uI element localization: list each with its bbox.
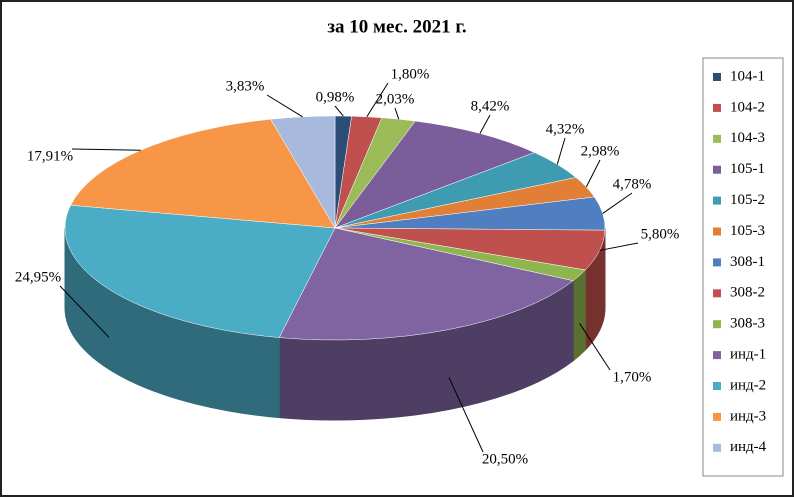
legend-label: инд-4 [730,439,767,455]
leader-line [334,105,344,117]
leader-line [448,377,484,453]
legend-swatch [713,443,721,452]
data-label: 2,03% [376,91,415,107]
legend-swatch [713,382,721,390]
leader-line [556,137,566,165]
legend-label: 105-2 [730,192,765,208]
pie-slice [270,115,336,229]
pie-slice [70,118,336,229]
legend-swatch [713,351,721,360]
data-label: 20,50% [482,451,528,467]
legend-label: 308-3 [730,316,765,332]
legend-label: инд-2 [730,377,766,393]
pie-slice [334,120,536,229]
pie-slice [278,227,574,341]
legend-swatch [713,289,721,298]
leader-line [579,323,611,371]
leader-line [599,242,639,251]
legend-swatch [713,320,721,329]
legend-swatch [713,258,721,267]
leader-line [394,107,400,120]
legend-label: 308-1 [730,254,765,270]
leader-line [59,285,110,338]
leader-line [585,159,601,188]
data-label: 17,91% [27,148,73,164]
legend-swatch [713,165,721,174]
data-label: 24,95% [15,269,61,285]
leader-line [366,82,389,118]
legend-label: инд-3 [730,408,766,424]
chart-title: за 10 мес. 2021 г. [327,16,466,37]
legend-swatch [713,196,721,205]
leader-line [71,148,141,151]
legend-swatch [713,227,721,236]
legend-label: 104-2 [730,99,765,115]
legend-label: 308-2 [730,285,765,301]
data-label: 8,42% [471,98,510,114]
pie-slice-side [572,268,586,362]
legend-label: 105-3 [730,223,765,239]
leader-line [479,114,491,134]
data-label: 1,70% [613,369,652,385]
pie-slice [64,204,336,338]
data-label: 3,83% [226,78,265,94]
legend-label: 104-1 [730,68,765,84]
legend-swatch [713,103,721,112]
data-label: 4,78% [613,176,652,192]
leader-line [266,94,303,118]
leader-line [602,192,633,214]
legend-label: инд-1 [730,347,766,363]
legend-box [702,57,784,477]
data-label: 5,80% [641,226,680,242]
data-label: 4,32% [546,121,585,137]
data-label: 2,98% [581,143,620,159]
legend-swatch [713,412,721,421]
legend-label: 104-3 [730,130,765,146]
data-label: 0,98% [316,89,355,105]
legend-swatch [713,73,721,81]
legend-swatch [713,134,721,143]
data-label: 1,80% [391,66,430,82]
legend-label: 105-1 [730,161,765,177]
